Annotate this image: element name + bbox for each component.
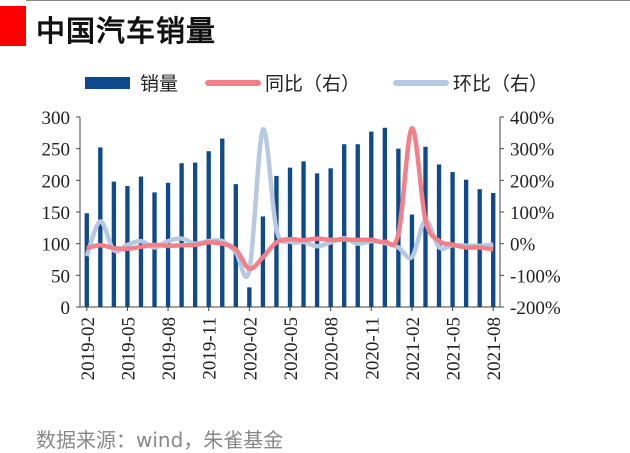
left-tick-label: 250 xyxy=(42,140,71,161)
bar xyxy=(260,216,266,307)
left-tick-label: 50 xyxy=(51,266,70,287)
lines xyxy=(84,126,494,279)
x-tick-label: 2020-02 xyxy=(240,317,261,380)
bar xyxy=(409,214,415,307)
right-tick-label: 300% xyxy=(510,140,555,161)
bar xyxy=(436,164,442,307)
left-tick-label: 100 xyxy=(42,235,71,256)
bar xyxy=(233,184,238,307)
axes: 0 50 100 150 200 250 300 -200% -100% 0% 100% 200% 30… xyxy=(42,108,561,380)
x-tick-label: 2021-05 xyxy=(444,317,465,380)
bar xyxy=(220,138,225,307)
x-tick-label: 2020-11 xyxy=(362,317,383,380)
right-tick-label: 100% xyxy=(510,203,555,224)
legend-label: 环比（右） xyxy=(453,73,548,95)
x-tick-label: 2021-02 xyxy=(403,317,424,380)
bar xyxy=(98,147,103,307)
bars xyxy=(84,127,496,308)
right-tick-label: 200% xyxy=(510,171,555,192)
bar xyxy=(491,193,496,307)
left-tick-label: 300 xyxy=(42,108,71,129)
x-tick-label: 2019-02 xyxy=(78,317,99,380)
bar xyxy=(247,287,252,307)
bar xyxy=(342,144,347,307)
legend-label: 同比（右） xyxy=(265,73,360,95)
source-note: 数据来源：wind，朱雀基金 xyxy=(36,428,284,452)
legend: 销量 同比（右） 环比（右） xyxy=(85,73,548,95)
x-tick-label: 2021-08 xyxy=(484,317,505,380)
bar xyxy=(84,213,89,307)
bar xyxy=(301,161,306,307)
x-tick-label: 2019-08 xyxy=(159,317,180,380)
x-tick-label: 2019-11 xyxy=(200,317,221,380)
x-tick-label: 2020-08 xyxy=(322,317,343,380)
right-tick-label: -200% xyxy=(510,298,561,319)
accent-block xyxy=(0,6,26,46)
right-tick-label: -100% xyxy=(510,266,561,287)
x-tick-label: 2019-05 xyxy=(118,317,139,380)
left-tick-label: 200 xyxy=(42,171,71,192)
right-tick-label: 0% xyxy=(510,235,536,256)
left-tick-label: 150 xyxy=(42,203,71,224)
chart-svg: 销量 同比（右） 环比（右） 0 50 100 150 200 250 300 -200% -100… xyxy=(42,73,561,380)
top-divider xyxy=(26,0,630,1)
bar xyxy=(179,163,184,307)
bar xyxy=(369,131,374,307)
bar xyxy=(111,181,117,307)
bar xyxy=(450,172,455,307)
legend-swatch-bar xyxy=(85,77,130,89)
bar xyxy=(206,151,211,307)
bar xyxy=(382,127,388,308)
legend-label: 销量 xyxy=(140,73,178,95)
right-tick-label: 400% xyxy=(510,108,555,129)
yoy-line xyxy=(86,126,494,272)
bar xyxy=(192,162,198,307)
bar xyxy=(355,144,360,307)
left-tick-label: 0 xyxy=(61,298,71,319)
x-tick-label: 2020-05 xyxy=(281,317,302,380)
title-bar: 中国汽车销量 xyxy=(0,0,630,50)
page-title: 中国汽车销量 xyxy=(36,14,217,48)
